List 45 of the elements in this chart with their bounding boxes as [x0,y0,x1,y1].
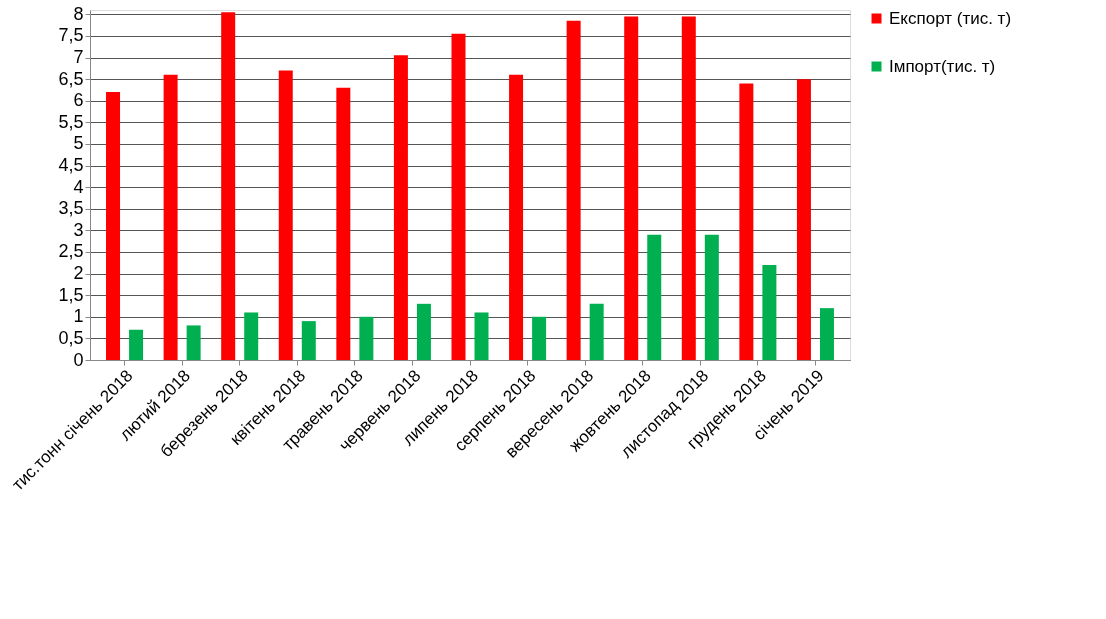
bar [474,312,489,360]
y-tick-label: 3,5 [58,198,84,219]
bar [278,70,293,360]
bar [647,234,662,360]
bar [163,74,178,360]
y-tick-label: 7 [73,47,84,68]
bar [451,33,466,360]
y-tick-label: 6 [73,90,84,111]
y-tick-label: 0 [73,349,84,370]
bar [704,234,719,360]
bar [393,55,408,360]
bar [566,20,581,360]
y-tick-label: 4,5 [58,155,84,176]
bar [359,316,374,360]
bar [624,16,639,360]
y-tick-label: 7,5 [58,25,84,46]
bar [336,87,351,360]
y-tick-label: 8 [73,3,84,24]
bar [416,303,431,360]
y-tick-label: 3 [73,219,84,240]
bar [589,303,604,360]
bar [106,92,121,360]
bar [186,325,201,360]
bar [796,79,811,360]
bar [681,16,696,360]
bar [509,74,524,360]
bar [129,329,144,360]
bar [819,308,834,360]
y-tick-label: 1 [73,306,84,327]
y-tick-label: 4 [73,176,84,197]
y-tick-label: 5 [73,133,84,154]
bar [762,264,777,360]
bar [301,321,316,360]
y-tick-label: 6,5 [58,68,84,89]
bar [221,12,236,360]
y-tick-label: 2 [73,263,84,284]
y-tick-label: 5,5 [58,111,84,132]
legend-label: Імпорт(тис. т) [889,56,996,76]
bar [532,316,547,360]
bar [244,312,259,360]
y-tick-label: 2,5 [58,241,84,262]
bar [739,83,754,360]
y-tick-label: 0,5 [58,327,84,348]
legend-label: Експорт (тис. т) [889,8,1012,28]
y-tick-label: 1,5 [58,284,84,305]
